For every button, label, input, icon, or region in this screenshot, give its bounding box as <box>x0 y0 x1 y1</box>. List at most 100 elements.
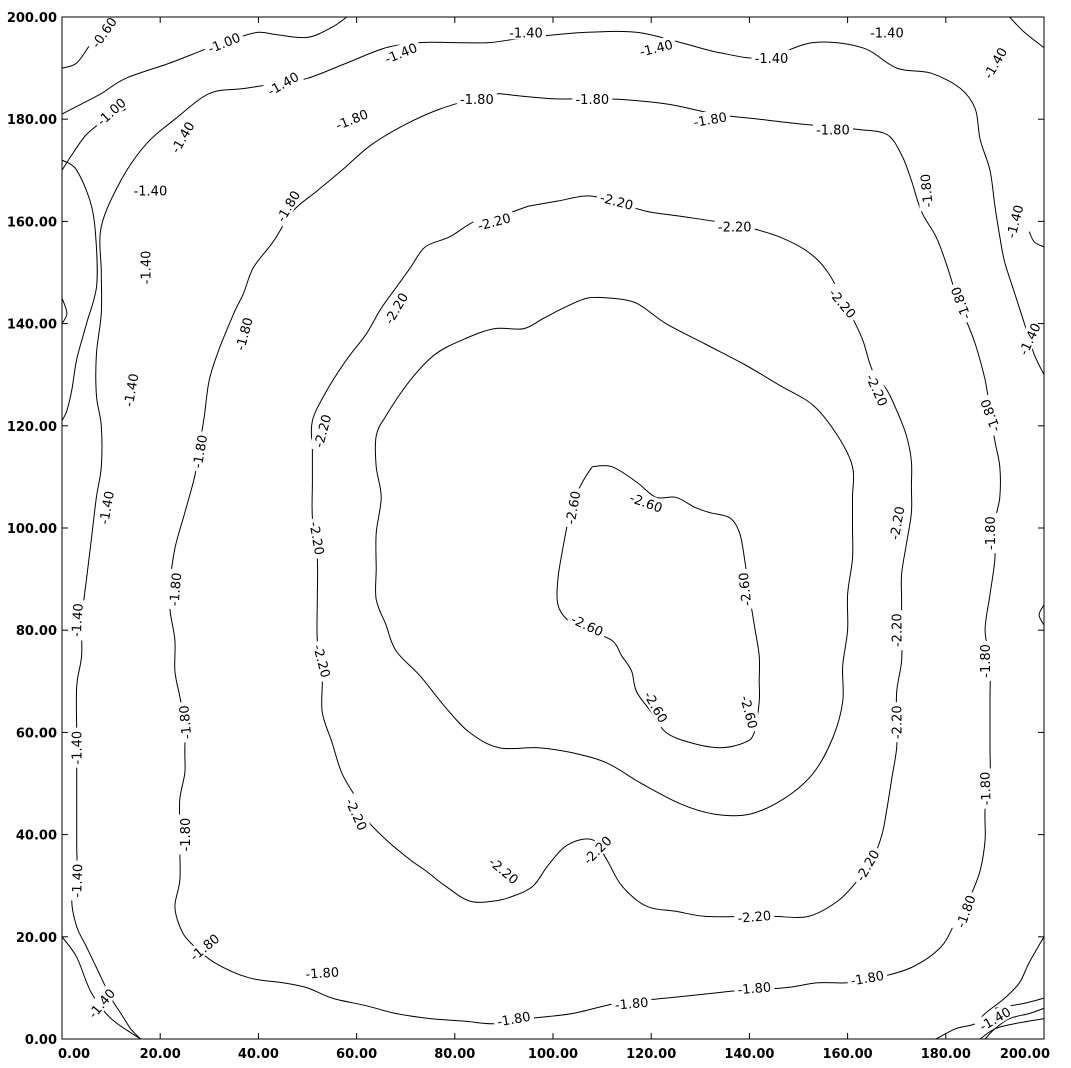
contour-label-mask <box>689 107 732 130</box>
contour-label-mask <box>976 768 993 809</box>
contour-label-text: -1.80 <box>919 173 937 208</box>
contour-label: -1.80 <box>916 170 937 212</box>
x-tick-label: 80.00 <box>434 1047 475 1062</box>
contour-label-mask <box>270 184 304 227</box>
x-tick-label: 200.00 <box>1000 1047 1050 1062</box>
contour-label-mask <box>309 409 335 453</box>
contour-label-mask <box>202 27 246 57</box>
contour-label: -2.20 <box>888 610 906 651</box>
contour-line <box>1028 231 1045 248</box>
y-tick-label: 80.00 <box>16 624 57 639</box>
contour-label-mask <box>165 115 199 158</box>
contour-label: -1.80 <box>689 107 732 131</box>
contour-line <box>61 936 141 1040</box>
contour-label-mask <box>456 90 497 106</box>
y-tick-label: 200.00 <box>7 11 57 26</box>
contour-label: -1.80 <box>301 963 343 983</box>
contour-line <box>71 30 1045 1040</box>
axes: 0.00 20.00 40.00 60.00 80.00 100.00 120.00 140.… <box>7 11 1050 1062</box>
contour-label: -1.40 <box>68 860 86 901</box>
plot-frame <box>61 16 1045 1040</box>
x-tick-label: 180.00 <box>921 1047 971 1062</box>
contour-label-text: -1.80 <box>692 110 728 131</box>
x-tick-label: 100.00 <box>528 1047 578 1062</box>
contour-label: -1.80 <box>456 90 497 108</box>
contour-label-mask <box>850 843 884 887</box>
contour-label-mask <box>188 430 210 473</box>
contour-label-mask <box>378 286 412 330</box>
contour-label-text: -1.80 <box>305 965 340 982</box>
contour-label-mask <box>977 640 993 681</box>
contour-label: -1.80 <box>188 430 212 473</box>
contour-label-mask <box>862 368 893 412</box>
contour-line <box>374 296 855 817</box>
contour-label-text: -1.80 <box>191 434 212 470</box>
contour-label-mask <box>888 702 904 743</box>
contour-label-text: -1.80 <box>614 996 649 1014</box>
contour-label: -1.80 <box>846 966 889 990</box>
contour-label-text: -1.40 <box>97 490 118 526</box>
contour-label-mask <box>472 208 516 234</box>
contour-label-text: -1.40 <box>71 731 86 765</box>
contour-label-mask <box>916 170 935 212</box>
contour-label-mask <box>165 568 184 610</box>
contour-label: -1.80 <box>733 978 775 998</box>
contour-line <box>935 936 1045 1040</box>
contour-label-mask <box>94 486 117 529</box>
contour-label: -1.40 <box>130 182 171 200</box>
contour-label-mask <box>846 966 889 989</box>
contour-label-text: -2.20 <box>306 521 327 557</box>
x-tick-label: 40.00 <box>238 1047 279 1062</box>
contour-label-mask <box>946 282 974 325</box>
contour-label: -1.80 <box>977 640 994 681</box>
contour-label-mask <box>506 24 546 40</box>
contour-label-mask <box>733 906 775 926</box>
y-tick-label: 160.00 <box>7 215 57 230</box>
contour-label: -2.20 <box>306 517 329 560</box>
contour-label-text: -1.80 <box>167 572 185 607</box>
contour-label-mask <box>301 963 343 981</box>
contour-label-text: -1.80 <box>850 969 886 990</box>
contour-label-mask <box>640 685 674 728</box>
contour-label-text: -1.40 <box>509 26 543 41</box>
contour-label-mask <box>610 993 653 1012</box>
contour-label-mask <box>176 814 192 855</box>
contour-label-mask <box>1013 317 1045 360</box>
y-tick-label: 0.00 <box>25 1033 57 1048</box>
contour-label: -2.20 <box>733 906 775 927</box>
contour-label-mask <box>751 49 792 65</box>
contour-label-text: -1.40 <box>870 26 904 41</box>
contour-line <box>1009 16 1045 49</box>
contour-label-mask <box>714 218 755 234</box>
contour-label-mask <box>67 599 86 641</box>
contour-label-mask <box>82 982 120 1024</box>
y-tick-label: 60.00 <box>16 726 57 741</box>
y-tick-label: 180.00 <box>7 113 57 128</box>
contour-label: -1.40 <box>751 49 792 67</box>
contour-label-mask <box>734 568 754 611</box>
x-tick-label: 0.00 <box>58 1047 90 1062</box>
contour-label-mask <box>119 368 142 411</box>
contour-label-text: -1.80 <box>177 705 195 740</box>
contour-label-text: -1.80 <box>737 980 772 998</box>
contour-label: -1.80 <box>175 701 195 743</box>
contour-label-mask <box>330 104 373 134</box>
contour-label-mask <box>888 610 904 651</box>
contour-label: -1.80 <box>976 768 995 809</box>
contour-label-text: -1.80 <box>575 93 609 108</box>
contour-label-mask <box>85 11 121 53</box>
contour-label: -1.40 <box>866 24 907 41</box>
contour-label-text: -1.40 <box>122 372 143 408</box>
contour-label-mask <box>492 1007 535 1029</box>
contour-label-mask <box>625 488 668 516</box>
contour-label-text: -1.80 <box>460 93 494 108</box>
contour-label: -1.80 <box>982 513 999 554</box>
contour-line <box>556 465 761 749</box>
contour-line <box>984 1007 1045 1040</box>
contour-label-mask <box>561 486 583 529</box>
contour-label-text: -1.40 <box>140 251 155 285</box>
contour-label: -1.80 <box>492 1007 535 1030</box>
contour-label-mask <box>341 792 373 836</box>
contour-label-mask <box>68 727 84 768</box>
